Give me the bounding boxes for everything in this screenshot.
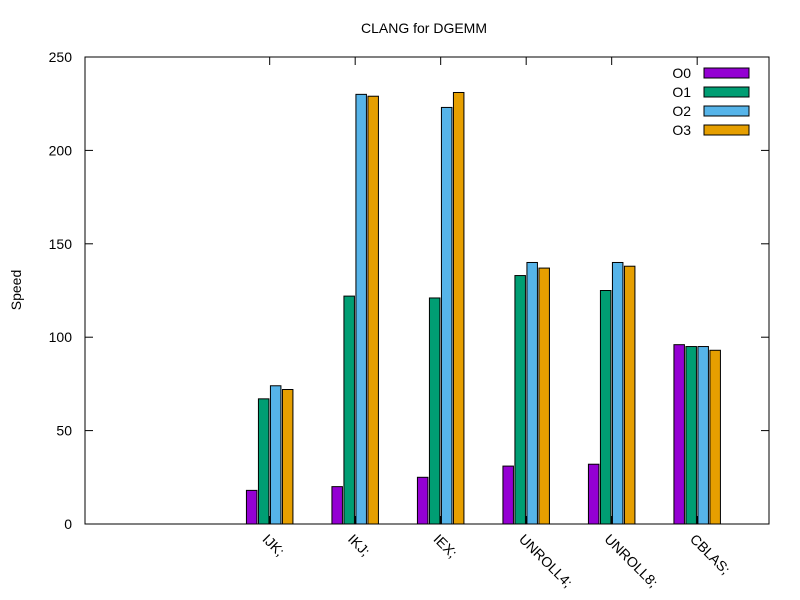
- bar-o2-4: [611, 261, 624, 525]
- x-tick-label: IJK;: [260, 531, 288, 559]
- bar-o3-3: [538, 267, 550, 525]
- bar-o1-1: [343, 295, 355, 525]
- legend-swatch-o1: [703, 86, 750, 98]
- legend-swatch-o3: [703, 124, 750, 136]
- x-axis-ticks: IJK; IKJ; IEX; UNROLL4; UNROLL8; CBLAS;: [260, 57, 734, 591]
- y-tick-label: 150: [49, 236, 73, 252]
- bar-o0-5: [673, 344, 685, 525]
- legend-label-o3: O3: [672, 122, 691, 138]
- bar-o1-3: [514, 275, 526, 525]
- bar-o3-5: [709, 349, 721, 525]
- legend-swatch-o2: [703, 105, 750, 117]
- bar-o2-3: [526, 261, 538, 525]
- bar-o0-4: [587, 463, 600, 525]
- y-axis-label: Speed: [8, 270, 24, 310]
- legend: O0 O1 O2 O3: [672, 65, 750, 138]
- bar-o3-1: [367, 95, 379, 525]
- x-tick-label: UNROLL4;: [516, 531, 576, 591]
- x-tick-label: UNROLL8;: [602, 531, 662, 591]
- y-tick-label: 200: [49, 142, 73, 158]
- bar-o1-0: [257, 398, 270, 525]
- y-tick-label: 0: [64, 516, 72, 532]
- x-tick-label: CBLAS;: [687, 531, 734, 578]
- legend-label-o1: O1: [672, 84, 691, 100]
- bar-group: [245, 91, 721, 525]
- bar-o0-1: [331, 486, 343, 525]
- y-tick-label: 100: [49, 329, 73, 345]
- bar-o0-2: [416, 476, 429, 525]
- y-tick-label: 50: [56, 423, 72, 439]
- bar-o0-0: [245, 489, 258, 525]
- bar-o2-1: [355, 93, 367, 525]
- bar-o1-2: [428, 297, 441, 525]
- y-tick-label: 250: [49, 49, 73, 65]
- bar-o2-2: [440, 106, 453, 525]
- plot-frame: [84, 56, 770, 525]
- bar-o3-4: [623, 265, 636, 525]
- bar-o2-5: [697, 346, 709, 525]
- legend-label-o0: O0: [672, 65, 691, 81]
- bar-o3-0: [281, 389, 294, 525]
- bar-o1-5: [685, 346, 697, 525]
- legend-label-o2: O2: [672, 103, 691, 119]
- legend-swatch-o0: [703, 67, 750, 79]
- bar-o0-3: [502, 465, 514, 525]
- chart-title: CLANG for DGEMM: [361, 20, 487, 36]
- bar-o1-4: [599, 290, 612, 525]
- x-tick-label: IKJ;: [345, 531, 373, 559]
- x-tick-label: IEX;: [431, 531, 461, 561]
- bar-o3-2: [452, 91, 465, 525]
- bar-o2-0: [269, 385, 282, 525]
- y-axis-ticks: 0 50 100 150 200 250: [49, 49, 769, 532]
